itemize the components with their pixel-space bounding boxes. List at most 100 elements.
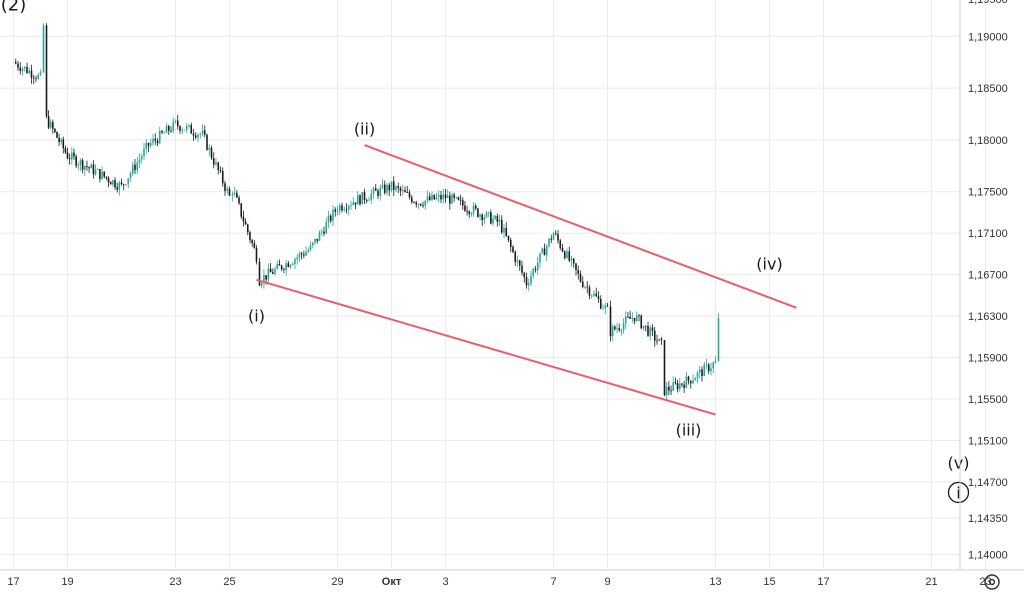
y-tick-label[interactable]: 1,14350 (968, 513, 1008, 525)
trendline-upper[interactable] (364, 144, 797, 309)
wave-label-text: (2) (1, 0, 27, 15)
candle-body (481, 214, 484, 221)
candle-body (231, 193, 234, 196)
candle-body (701, 369, 703, 377)
x-axis-ticks[interactable]: 1719232529Окт379131517212327 (7, 576, 1024, 588)
wave-label-text: (ii) (354, 120, 375, 139)
candle-body (309, 245, 312, 251)
candle-body (361, 192, 364, 205)
y-tick-label[interactable]: 1,17100 (968, 228, 1008, 240)
candle-body (163, 132, 166, 134)
candle-body (633, 317, 636, 321)
x-tick-label[interactable]: 9 (604, 576, 610, 588)
candle-body (426, 196, 429, 201)
candle-body (392, 181, 395, 190)
grid (0, 0, 986, 570)
candle-body (545, 245, 548, 256)
candle-body (210, 147, 213, 159)
candle-body (474, 205, 477, 209)
candle-body (541, 248, 544, 254)
candle-body (689, 380, 692, 384)
candle-body (472, 205, 475, 214)
candle-body (663, 340, 666, 396)
y-tick-label-partial[interactable]: 1,19500 (968, 0, 1008, 6)
candle-body (492, 218, 494, 224)
gear-icon[interactable] (984, 574, 1000, 590)
candle-body (449, 195, 451, 204)
x-tick-label[interactable]: 13 (709, 576, 721, 588)
wave-labels: (2)(i)(ii)(iii)(iv)ii(v)i (1, 0, 970, 504)
candle-body (590, 295, 593, 297)
candle-body (278, 263, 281, 266)
x-tick-label[interactable]: 21 (925, 576, 937, 588)
candle-body (212, 158, 215, 165)
candle-body (352, 202, 355, 206)
y-tick-label[interactable]: 1,17500 (968, 187, 1008, 199)
x-tick-label[interactable]: 7 (550, 576, 556, 588)
candle-body (401, 190, 404, 192)
candle-body (272, 272, 274, 274)
y-tick-label[interactable]: 1,14700 (968, 477, 1008, 489)
candle-body (75, 156, 77, 166)
candle-body (550, 238, 553, 240)
candle-body (66, 152, 69, 159)
candle-body (215, 162, 217, 165)
candle-body (287, 263, 290, 267)
wave-label: (v) (948, 453, 970, 472)
x-tick-label[interactable]: 29 (331, 576, 343, 588)
candle-body (149, 142, 152, 146)
x-tick-label[interactable]: Окт (382, 576, 402, 588)
y-tick-label[interactable]: 1,15500 (968, 394, 1008, 406)
candle-body (129, 173, 132, 179)
chart-settings-button[interactable] (984, 574, 1000, 590)
candle-body (83, 166, 86, 170)
candle-body (105, 176, 108, 178)
x-tick-label[interactable]: 15 (763, 576, 775, 588)
y-tick-label[interactable]: 1,19000 (968, 31, 1008, 43)
y-tick-label[interactable]: 1,16700 (968, 270, 1008, 282)
candle-body (26, 66, 28, 73)
x-tick-label[interactable]: 17 (817, 576, 829, 588)
candle-body (397, 186, 400, 189)
candle-body (347, 205, 350, 210)
candle-body (668, 386, 670, 391)
candle-body (88, 167, 90, 169)
x-tick-label[interactable]: 23 (169, 576, 181, 588)
x-tick-label[interactable]: 3 (442, 576, 448, 588)
y-tick-label[interactable]: 1,16300 (968, 311, 1008, 323)
candle-body (477, 208, 479, 217)
y-tick-label[interactable]: 1,15900 (968, 353, 1008, 365)
y-tick-label[interactable]: 1,18500 (968, 83, 1008, 95)
candle-body (81, 160, 84, 170)
x-tick-label[interactable]: 17 (7, 576, 19, 588)
y-tick-label[interactable]: 1,14000 (968, 549, 1008, 561)
candle-body (468, 211, 471, 214)
candle-body (451, 194, 453, 204)
candle-body (543, 248, 546, 256)
x-tick-label[interactable]: 25 (223, 576, 235, 588)
candle-body (404, 190, 406, 193)
candle-body (263, 275, 265, 284)
candle-body (446, 195, 449, 199)
trendline-lower[interactable] (256, 278, 716, 416)
y-tick-label[interactable]: 1,18000 (968, 135, 1008, 147)
candle-body (588, 287, 591, 296)
candle-body (77, 164, 80, 166)
y-axis-ticks[interactable]: 1,19000 1,18500 1,18000 1,17500 1,17100 1,167… (968, 0, 1008, 561)
candle-body (455, 197, 458, 199)
candle-body (246, 224, 249, 233)
candle-body (692, 380, 694, 384)
candle-body (599, 299, 602, 309)
x-tick-label[interactable]: 19 (61, 576, 73, 588)
candle-body (624, 316, 627, 324)
candle-body (154, 138, 157, 141)
candle-body (285, 263, 287, 271)
y-tick-label[interactable]: 1,15100 (968, 435, 1008, 447)
candle-body (217, 162, 220, 171)
trendlines[interactable] (256, 144, 797, 416)
candle-body (518, 260, 521, 266)
candle-body (354, 202, 357, 205)
candle-body (570, 258, 573, 261)
